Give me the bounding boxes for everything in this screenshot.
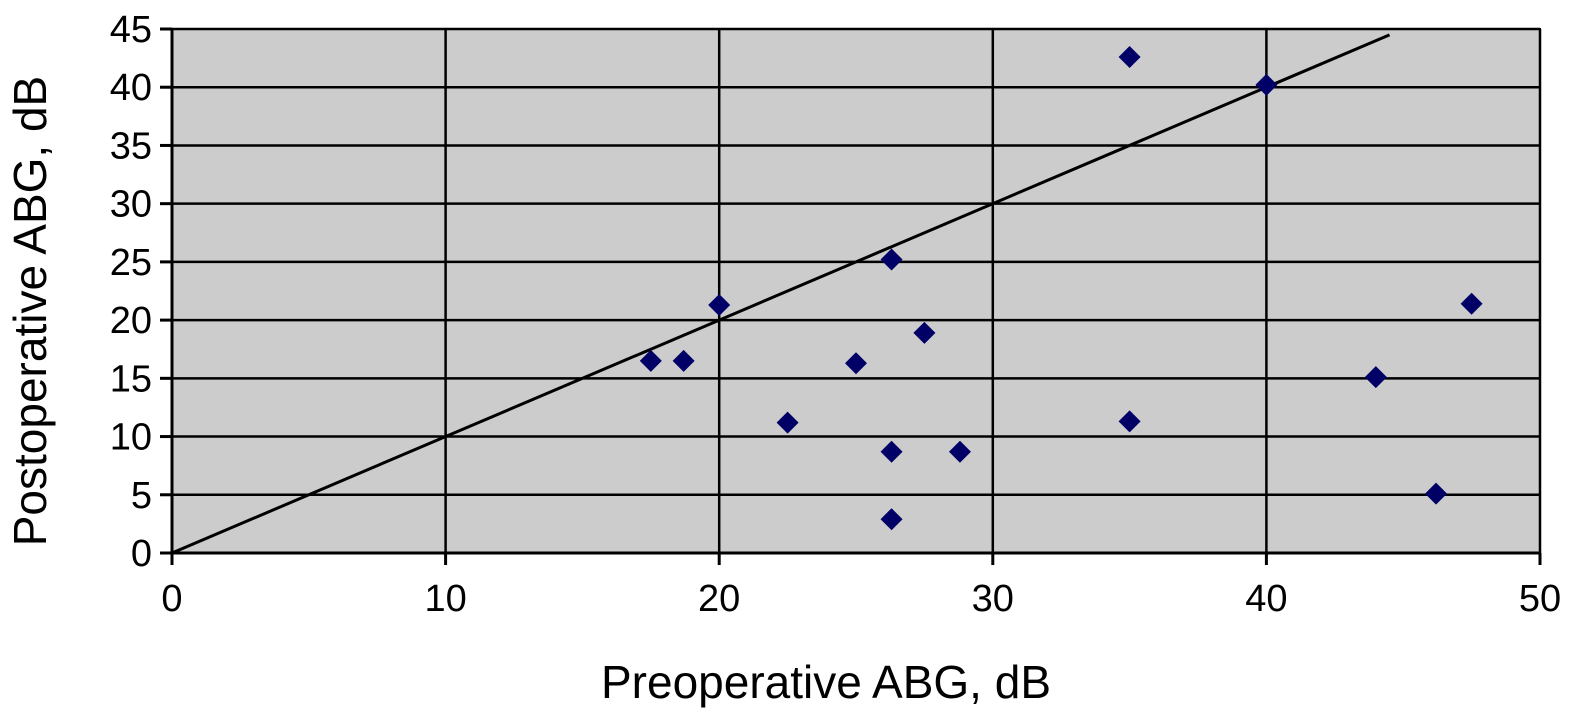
data-point-11 [1118,45,1141,68]
data-point-6 [880,248,903,271]
data-point-3 [708,293,731,316]
y-tick-label-10: 10 [110,417,152,459]
x-tick-label-20: 20 [698,578,740,620]
data-point-1 [639,349,662,372]
data-points [639,45,1483,531]
data-point-13 [1255,73,1278,96]
data-point-2 [672,349,695,372]
data-point-8 [880,508,903,531]
data-point-5 [845,352,867,375]
y-tick-label-0: 0 [131,533,152,575]
data-point-12 [1118,410,1141,433]
data-point-7 [880,440,903,463]
x-tick-label-40: 40 [1245,578,1287,620]
x-tick-label-10: 10 [424,578,466,620]
y-tick-label-35: 35 [110,125,152,167]
y-axis-title: Postoperative ABG, dB [4,76,56,547]
reference-line [171,33,1391,555]
y-tick-label-5: 5 [131,475,152,517]
y-tick-label-25: 25 [110,242,152,284]
y-tick-label-20: 20 [110,300,152,342]
x-tick-label-0: 0 [161,578,182,620]
data-point-15 [1425,482,1448,505]
x-tick-label-50: 50 [1519,578,1561,620]
y-tick-label-45: 45 [110,9,152,51]
tick-labels: 0 5 10 15 20 25 30 35 40 45 0 10 20 30 40 50 [110,9,1561,620]
y-tick-label-15: 15 [110,358,152,400]
y-tick-label-30: 30 [110,184,152,226]
data-point-9 [913,321,936,344]
axes [160,29,1540,563]
x-axis-title: Preoperative ABG, dB [601,656,1051,708]
data-point-4 [776,411,799,434]
y-tick-label-40: 40 [110,67,152,109]
data-point-14 [1364,366,1387,389]
x-tick-label-30: 30 [972,578,1014,620]
data-point-10 [948,440,971,463]
plot-area [171,28,1541,554]
data-point-16 [1460,292,1483,315]
